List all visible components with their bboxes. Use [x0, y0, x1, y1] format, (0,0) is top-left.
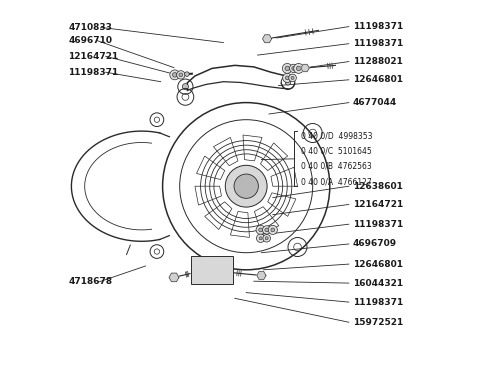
Circle shape [286, 80, 290, 85]
Circle shape [179, 73, 182, 77]
Text: 12164721: 12164721 [352, 200, 403, 209]
Circle shape [182, 84, 188, 90]
Circle shape [286, 76, 289, 80]
FancyBboxPatch shape [191, 256, 233, 284]
Circle shape [291, 76, 294, 79]
Text: 4677044: 4677044 [352, 98, 397, 107]
Circle shape [262, 226, 271, 234]
Polygon shape [301, 64, 310, 72]
Circle shape [234, 174, 258, 198]
Circle shape [172, 73, 177, 77]
Circle shape [268, 225, 278, 234]
Circle shape [210, 266, 214, 270]
Circle shape [256, 234, 265, 242]
Text: 4718678: 4718678 [68, 277, 112, 287]
Circle shape [296, 66, 301, 71]
Circle shape [198, 263, 207, 273]
Circle shape [170, 70, 179, 80]
Circle shape [282, 63, 292, 73]
Circle shape [176, 71, 185, 79]
Polygon shape [169, 273, 179, 282]
Circle shape [265, 237, 268, 240]
Text: 12164721: 12164721 [68, 52, 118, 61]
Text: 0 40 0/C  5101645: 0 40 0/C 5101645 [302, 147, 372, 156]
Text: 11198371: 11198371 [352, 298, 403, 307]
Text: 11198371: 11198371 [352, 22, 403, 31]
Circle shape [258, 228, 262, 232]
Circle shape [263, 234, 270, 242]
Text: 11198371: 11198371 [68, 68, 118, 77]
Text: 0 40 0/B  4762563: 0 40 0/B 4762563 [302, 162, 372, 171]
Circle shape [271, 228, 274, 232]
Circle shape [226, 165, 267, 207]
Text: 11198371: 11198371 [352, 220, 403, 229]
Circle shape [184, 72, 189, 76]
Text: 12646801: 12646801 [352, 260, 403, 269]
Text: 15972521: 15972521 [352, 318, 403, 327]
Circle shape [292, 66, 296, 70]
Text: 11198371: 11198371 [352, 39, 403, 48]
Circle shape [282, 73, 292, 82]
Text: 12638601: 12638601 [352, 182, 403, 191]
Text: 4696709: 4696709 [352, 239, 397, 249]
Text: 11288021: 11288021 [352, 57, 403, 66]
Circle shape [216, 263, 226, 273]
Polygon shape [262, 35, 272, 43]
Text: 4710833: 4710833 [68, 23, 112, 32]
Circle shape [285, 66, 290, 71]
Text: 4696710: 4696710 [68, 36, 112, 45]
Circle shape [259, 237, 262, 240]
Circle shape [256, 225, 265, 234]
Circle shape [207, 263, 217, 273]
Circle shape [219, 266, 224, 270]
Circle shape [200, 266, 205, 270]
Text: 0 40 0/D  4998353: 0 40 0/D 4998353 [302, 131, 373, 141]
Circle shape [265, 228, 268, 232]
Circle shape [289, 74, 296, 82]
Text: 16044321: 16044321 [352, 279, 403, 288]
Circle shape [290, 64, 298, 73]
Text: 12646801: 12646801 [352, 75, 403, 84]
Text: 0 40 0/A  4766127: 0 40 0/A 4766127 [302, 177, 372, 186]
Circle shape [294, 63, 304, 73]
Polygon shape [257, 272, 266, 279]
